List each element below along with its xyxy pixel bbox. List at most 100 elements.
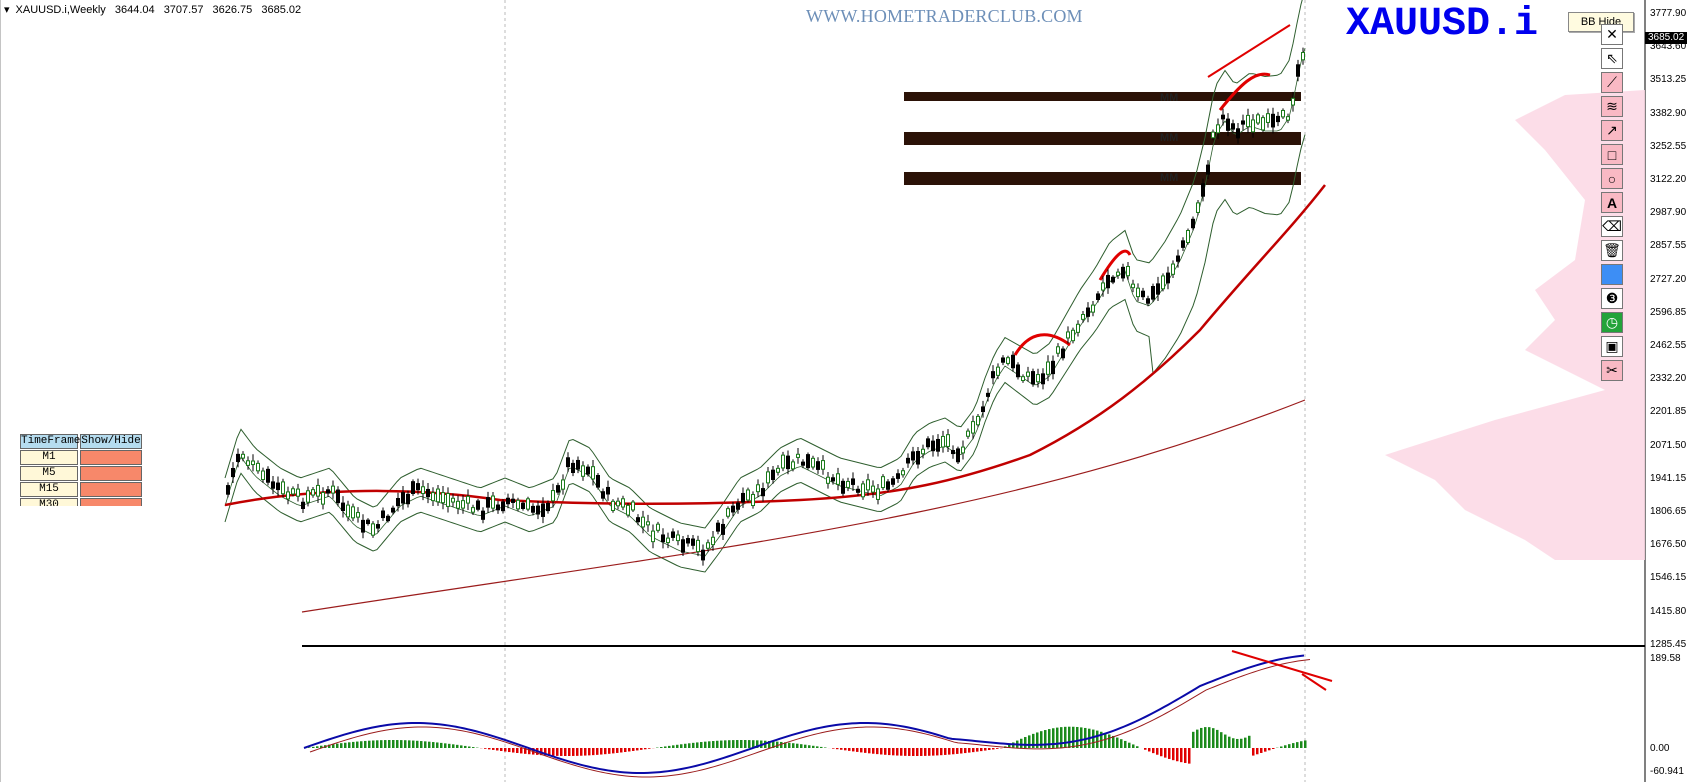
histogram-bar [1148, 748, 1151, 752]
arrow-icon[interactable]: ↗ [1601, 120, 1623, 141]
histogram-bar [1220, 732, 1223, 748]
candle-body [351, 506, 355, 519]
price-tick-label: 3513.25 [1650, 74, 1687, 86]
histogram-bar [1240, 738, 1243, 748]
candle-body [1041, 373, 1045, 385]
histogram-bar [1196, 729, 1199, 748]
candle-body [371, 523, 375, 536]
candle-body [606, 486, 610, 495]
candle-body [891, 478, 895, 485]
histogram-bar [844, 748, 847, 751]
eraser-icon[interactable]: ⌫ [1601, 216, 1623, 237]
histogram-bar [1236, 738, 1239, 748]
color-swatch[interactable] [1601, 264, 1623, 285]
candle-body [941, 435, 945, 448]
histogram-bar [804, 744, 807, 748]
histogram-bar [864, 748, 867, 753]
fibonacci-icon[interactable]: ≋ [1601, 96, 1623, 117]
histogram-bar [428, 741, 431, 748]
text-icon[interactable]: A [1601, 192, 1623, 213]
candle-body [296, 488, 300, 497]
candle-body [831, 477, 835, 482]
number-3-icon[interactable]: ❸ [1601, 288, 1623, 309]
histogram-bar [1204, 727, 1207, 748]
timeframe-m5[interactable]: M5 [20, 466, 78, 481]
candle-body [1241, 120, 1245, 125]
toggle-m1[interactable] [80, 450, 142, 465]
toggle-m15[interactable] [80, 482, 142, 497]
candle-body [286, 491, 290, 500]
candle-body [441, 492, 445, 504]
histogram-bar [848, 748, 851, 751]
rectangle-icon[interactable]: □ [1601, 144, 1623, 165]
toggle-m30[interactable] [80, 498, 142, 506]
candle-body [491, 495, 495, 509]
candle-body [961, 446, 965, 454]
candle-body [521, 502, 525, 509]
candle-body [601, 491, 605, 499]
candle-body [1166, 272, 1170, 284]
candle-body [1116, 271, 1120, 276]
candle-body [951, 450, 955, 455]
candle-body [691, 538, 695, 546]
candle-body [306, 490, 310, 503]
candle-body [716, 522, 720, 532]
candle-body [571, 462, 575, 474]
timeframe-m30[interactable]: M30 [20, 498, 78, 506]
histogram-bar [1180, 748, 1183, 763]
candle-body [266, 468, 270, 483]
histogram-bar [312, 746, 315, 748]
price-tick-label: 2727.20 [1650, 273, 1687, 285]
clock-icon[interactable]: ◷ [1601, 312, 1623, 333]
histogram-bar [1008, 744, 1011, 748]
screen-icon[interactable]: ▣ [1601, 336, 1623, 357]
histogram-bar [592, 748, 595, 756]
histogram-bar [568, 748, 571, 756]
histogram-bar [1116, 737, 1119, 748]
histogram-bar [852, 748, 855, 752]
histogram-bar [972, 748, 975, 753]
histogram-bar [768, 740, 771, 748]
price-tick-label: 2071.50 [1650, 439, 1687, 451]
ellipse-icon[interactable]: ○ [1601, 168, 1623, 189]
price-tick-label: 3643.60 [1650, 41, 1687, 53]
histogram-bar [712, 741, 715, 748]
divergence-line [1231, 650, 1333, 682]
trash-icon[interactable]: 🗑 [1601, 240, 1623, 261]
chart-header: ▾ XAUUSD.i,Weekly 3644.04 3707.57 3626.75… [4, 3, 307, 16]
candle-body [1106, 274, 1110, 289]
candle-body [566, 457, 570, 468]
dropdown-icon[interactable]: ▾ [4, 4, 10, 16]
histogram-bar [372, 740, 375, 748]
candle-body [316, 484, 320, 497]
histogram-bar [644, 748, 647, 750]
candle-body [506, 497, 510, 505]
candle-body [686, 538, 690, 544]
histogram-bar [792, 743, 795, 748]
timeframe-table: TimeFrame Show/Hide M1 M5 M15 M30 [20, 434, 142, 506]
cursor-icon[interactable]: ⇖ [1601, 48, 1623, 69]
candle-body [1151, 286, 1155, 300]
histogram-bar [1260, 748, 1263, 753]
histogram-bar [1108, 734, 1111, 748]
scissors-icon[interactable]: ✂ [1601, 360, 1623, 381]
histogram-bar [392, 740, 395, 748]
histogram-bar [1216, 729, 1219, 748]
candle-body [1186, 229, 1190, 244]
timeframe-m1[interactable]: M1 [20, 450, 78, 465]
toggle-m5[interactable] [80, 466, 142, 481]
histogram-bar [408, 740, 411, 748]
histogram-bar [676, 744, 679, 748]
timeframe-m15[interactable]: M15 [20, 482, 78, 497]
candle-body [1266, 113, 1270, 123]
candle-body [476, 500, 480, 510]
histogram-bar [628, 748, 631, 752]
histogram-bar [484, 748, 487, 749]
close-icon[interactable]: ✕ [1601, 24, 1623, 45]
histogram-bar [556, 748, 559, 756]
line-icon[interactable]: ⟋ [1601, 72, 1623, 93]
histogram-bar [932, 748, 935, 756]
candle-body [396, 498, 400, 507]
histogram-bar [320, 745, 323, 748]
